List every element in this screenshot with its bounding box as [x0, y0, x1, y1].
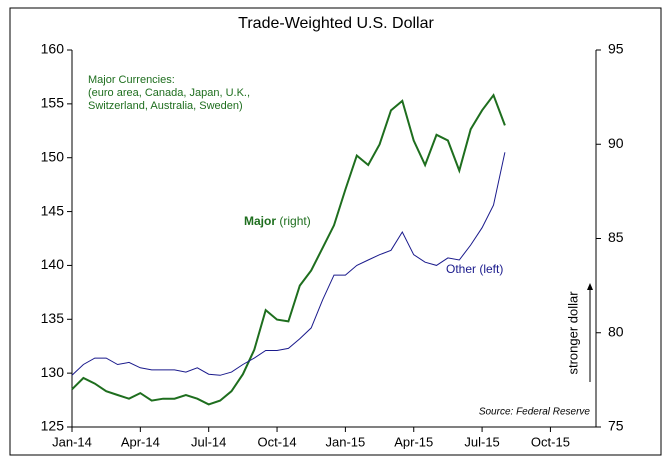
y2-tick-label: 80 [608, 323, 624, 339]
y-tick-label: 125 [41, 418, 65, 434]
series-line [71, 93, 506, 406]
x-tick-label: Jul-15 [464, 434, 499, 449]
annotation: Switzerland, Australia, Sweden) [88, 100, 243, 112]
y-tick-label: 145 [41, 202, 65, 218]
annotation: (euro area, Canada, Japan, U.K., [88, 87, 250, 99]
x-tick-label: Oct-14 [258, 434, 297, 449]
x-tick-label: Oct-15 [531, 434, 570, 449]
frame [9, 7, 662, 456]
annotation: Major Currencies: [88, 74, 175, 86]
y-tick-label: 160 [41, 41, 65, 57]
y2-tick-label: 90 [608, 135, 624, 151]
y-tick-label: 135 [41, 310, 65, 326]
x-tick-label: Apr-14 [121, 434, 160, 449]
series-axis-note: (right) [279, 214, 310, 228]
series-label: Other (left) [446, 262, 503, 276]
series-label: Major (right) [244, 214, 311, 228]
arrow-head [587, 283, 593, 290]
x-tick-label: Jan-15 [326, 434, 366, 449]
x-tick-label: Jan-14 [52, 434, 92, 449]
y-tick-label: 155 [41, 95, 65, 111]
y-tick-label: 140 [41, 256, 65, 272]
y2-tick-label: 95 [608, 41, 624, 57]
x-tick-label: Jul-14 [191, 434, 226, 449]
y2-tick-label: 85 [608, 229, 624, 245]
source: Source: Federal Reserve [479, 407, 591, 418]
y-tick-label: 130 [41, 364, 65, 380]
annotation: stronger dollar [565, 291, 580, 375]
x-tick-label: Apr-15 [394, 434, 433, 449]
y-tick-label: 150 [41, 148, 65, 164]
y2-tick-label: 75 [608, 418, 624, 434]
chart-title: Trade-Weighted U.S. Dollar [238, 15, 434, 32]
series-line [71, 152, 506, 376]
series-name: Major [244, 214, 276, 228]
